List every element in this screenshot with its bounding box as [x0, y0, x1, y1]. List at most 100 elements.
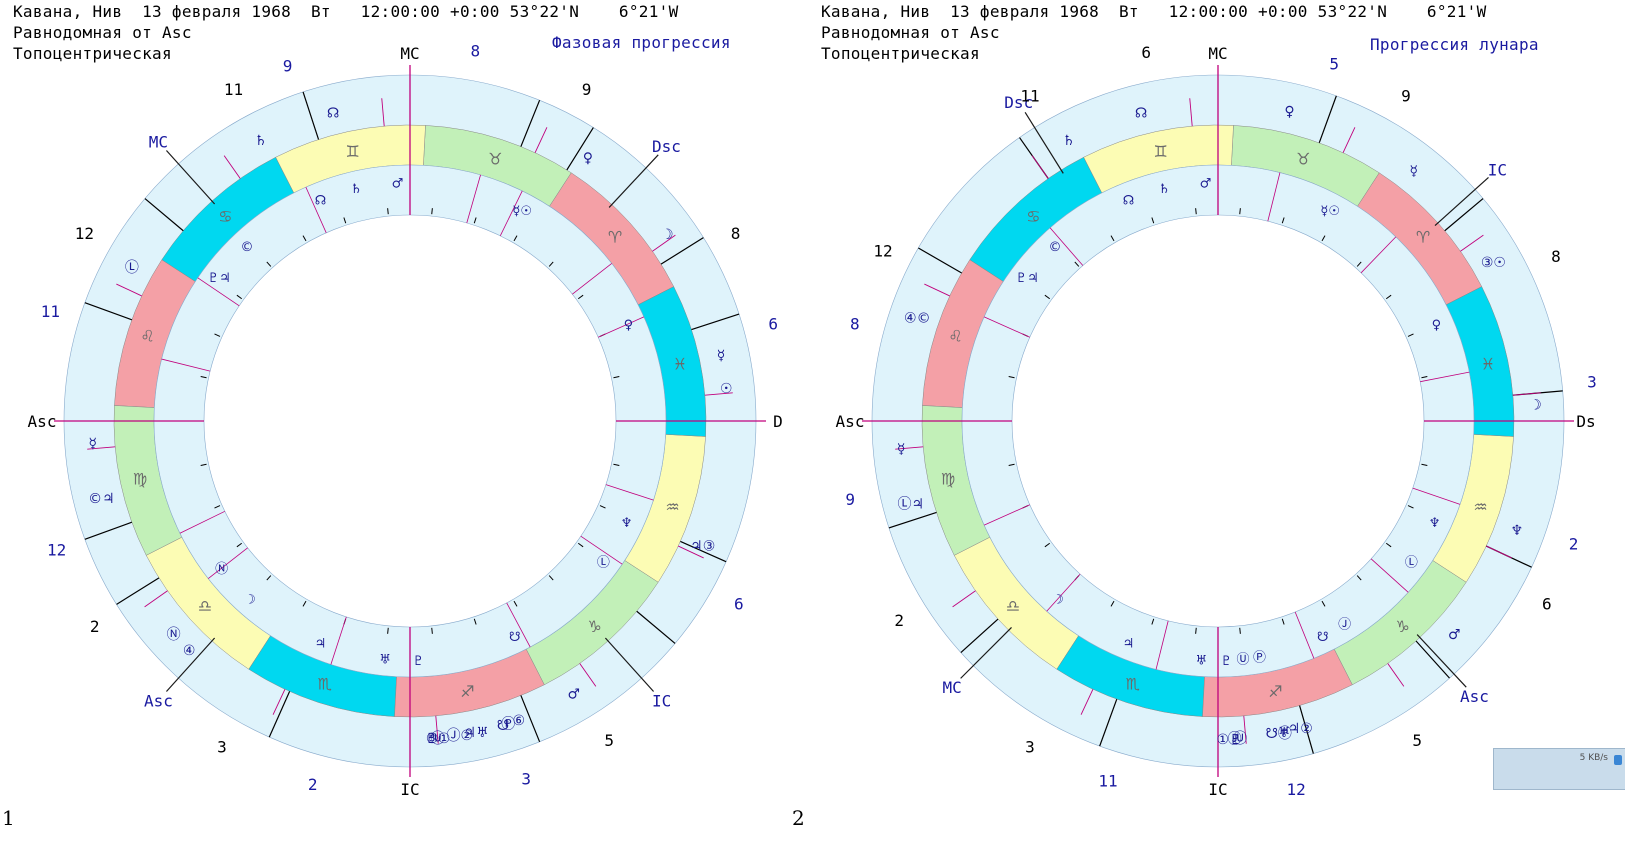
outer-planet-glyph: ♄	[1062, 133, 1075, 149]
degree-tick	[473, 618, 477, 625]
outer-label: 8	[470, 42, 480, 61]
inner-cusp-line	[330, 616, 347, 665]
zodiac-sign-glyph: ♊	[1153, 142, 1167, 161]
degree-tick	[1044, 542, 1051, 548]
outer-label: 9	[582, 80, 592, 99]
progression-title: Фазовая прогрессия	[552, 33, 731, 52]
zodiac-sign-glyph: ♋	[1026, 207, 1040, 226]
inner-cusp-line	[983, 316, 1030, 338]
outer-label: 6	[1141, 43, 1151, 62]
outer-planet-glyph: ☊	[1135, 105, 1147, 121]
inner-cusp-line	[466, 174, 481, 224]
outer-cusp-mark	[534, 127, 548, 153]
outer-label: 11	[1098, 772, 1117, 791]
outer-cusp-mark	[87, 446, 116, 450]
inner-planet-glyph: ♂	[392, 176, 404, 191]
zodiac-sign-glyph: ♒	[1473, 497, 1487, 516]
outer-label: MC	[400, 44, 419, 63]
zodiac-sign-glyph: ♈	[1416, 227, 1430, 246]
inner-planet-glyph: ♀	[1432, 318, 1442, 333]
house-cusp-line	[918, 247, 962, 274]
zodiac-sign-glyph: ♓	[673, 355, 687, 374]
house-cusp-line	[680, 540, 727, 563]
inner-cusp-line	[208, 547, 248, 579]
inner-planet-glyph: Ⓝ	[215, 562, 228, 577]
outer-cusp-mark	[1460, 234, 1484, 252]
inner-cusp-line	[1267, 172, 1281, 222]
outer-label: 12	[75, 224, 94, 243]
zodiac-sign-glyph: ♒	[665, 497, 679, 516]
outer-label: MC	[1208, 44, 1227, 63]
house-cusp-line	[1099, 698, 1118, 747]
outer-planet-glyph: ♆	[1511, 523, 1524, 539]
zodiac-sign-glyph: ♎	[1006, 597, 1020, 616]
outer-cusp-mark	[579, 663, 597, 687]
house-cusp-line	[1415, 640, 1450, 679]
outer-planet-glyph: ④©	[904, 310, 931, 326]
outer-planet-glyph: ♃③	[690, 538, 715, 554]
outer-label: Asc	[28, 412, 57, 431]
outer-planet-glyph: ♂	[1448, 627, 1461, 643]
panel-number: 1	[2, 806, 15, 830]
outer-label: 9	[283, 56, 293, 75]
chart-panel-left: Кавана, Нив 13 февраля 1968 Вт 12:00:00 …	[0, 0, 795, 830]
house-cusp-line	[302, 91, 320, 140]
progressed-axis	[960, 627, 1012, 679]
inner-cusp-line	[598, 316, 645, 338]
outer-label: Asc	[144, 691, 173, 710]
house-cusp-line	[1444, 198, 1484, 232]
outer-label: 9	[845, 490, 855, 509]
inner-cusp-line	[499, 190, 523, 237]
inner-cusp-line	[605, 484, 654, 501]
outer-planet-glyph: Ⓤ	[1233, 731, 1247, 747]
outer-planet-glyph: ♅	[1278, 725, 1291, 741]
network-speed-widget[interactable]: 5 KB/s	[1493, 748, 1625, 790]
degree-tick	[1356, 575, 1362, 581]
zodiac-sign-glyph: ♐	[1268, 682, 1282, 701]
degree-tick	[236, 294, 243, 300]
degree-tick	[1321, 235, 1326, 242]
house-cusp-line	[888, 511, 937, 529]
degree-tick	[1407, 505, 1414, 509]
house-cusp-line	[960, 618, 999, 653]
zodiac-sign-glyph: ♓	[1481, 355, 1495, 374]
degree-tick	[548, 575, 554, 581]
house-cusp-line	[144, 198, 184, 232]
degree-tick	[1195, 208, 1197, 215]
outer-planet-glyph: ☋	[497, 718, 509, 734]
degree-tick	[302, 235, 307, 242]
inner-planet-glyph: Ⓤ	[1236, 653, 1249, 668]
house-cusp-line	[1318, 95, 1337, 144]
degree-tick	[1421, 376, 1428, 379]
inner-planet-glyph: ♅	[379, 653, 391, 668]
degree-tick	[613, 463, 620, 466]
degree-tick	[387, 627, 389, 634]
inner-cusp-line	[1294, 611, 1315, 659]
outer-planet-glyph: ☉	[720, 381, 733, 397]
outer-planet-glyph: ⑥	[512, 713, 525, 729]
zodiac-sign-glyph: ♍	[941, 469, 955, 488]
outer-label: 8	[850, 315, 860, 334]
inner-cusp-line	[572, 263, 612, 295]
degree-tick	[1421, 463, 1428, 466]
house-cusp-line	[268, 691, 291, 738]
outer-planet-glyph: ☋Ⓟ	[1265, 726, 1291, 742]
degree-tick	[1281, 618, 1285, 625]
degree-tick	[473, 217, 477, 224]
outer-planet-glyph: ☿	[897, 442, 906, 458]
outer-label: 3	[1025, 738, 1035, 757]
inner-planet-glyph: ♄	[350, 182, 362, 197]
outer-cusp-mark	[895, 446, 924, 450]
outer-label: 5	[1329, 54, 1339, 73]
inner-cusp-line	[1360, 236, 1397, 274]
inner-planet-glyph: ♇♃	[1015, 271, 1038, 286]
inner-cusp-line	[1049, 227, 1084, 266]
outer-planet-glyph: ☊	[327, 105, 339, 121]
outer-label: 12	[47, 541, 66, 560]
zodiac-sign-glyph: ♏	[1126, 674, 1140, 693]
outer-label: 11	[41, 302, 60, 321]
inner-cusp-line	[305, 186, 327, 233]
house-cusp-line	[84, 521, 133, 540]
degree-tick	[214, 505, 221, 509]
degree-tick	[1074, 261, 1080, 267]
